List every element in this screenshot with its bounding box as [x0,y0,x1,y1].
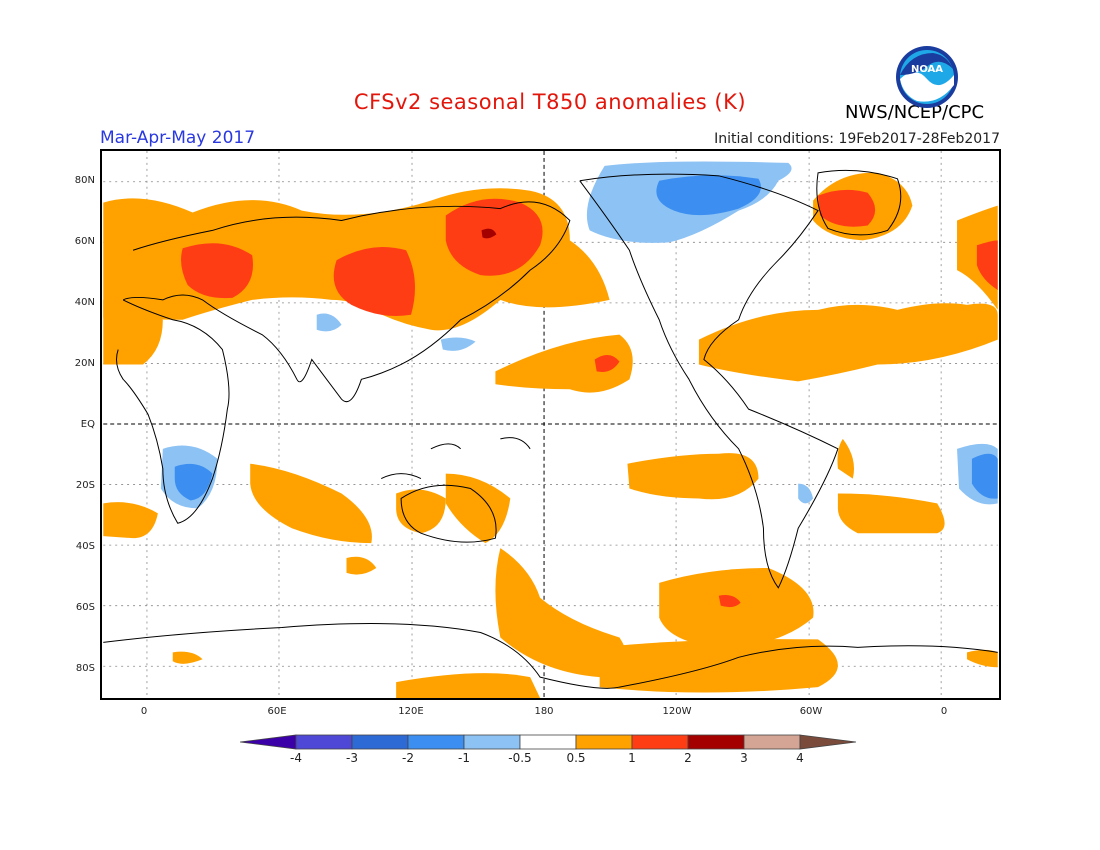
colorbar-tick-label: -4 [290,751,302,765]
season-label: Mar-Apr-May 2017 [100,128,256,148]
colorbar-bin [687,734,745,750]
colorbar-bin [295,734,353,750]
colorbar-bin [519,734,577,750]
lat-label-20s: 20S [75,480,95,491]
coastlines [103,169,998,689]
colorbar-tick-label: 0.5 [566,751,586,765]
colorbar-bin [631,734,689,750]
noaa-logo: NOAA [896,46,958,108]
colorbar-bin [407,734,465,750]
logo-text: NOAA [911,64,943,75]
lat-label-eq: EQ [80,419,95,430]
lat-label-20n: 20N [74,358,95,369]
anomaly-warm-0.5-1 [103,172,998,698]
lon-label-120w: 120W [662,706,692,717]
colorbar-tick-label: 3 [740,751,748,765]
colorbar-cells [240,734,857,750]
colorbar-tick-label: 2 [684,751,692,765]
anomaly-map [100,149,1001,700]
colorbar-tick-label: 4 [796,751,804,765]
colorbar-tick-label: 1 [628,751,636,765]
colorbar-tick-label: -2 [402,751,414,765]
colorbar-bin [743,734,801,750]
colorbar-bin [575,734,633,750]
anomaly-warm-1-2 [181,189,998,608]
lat-label-60n: 60N [74,236,95,247]
anomaly-warm-2-3 [481,228,497,239]
lon-label-0: 0 [140,706,148,717]
colorbar [240,734,857,750]
lat-label-40s: 40S [75,541,95,552]
lon-label-60w: 60W [799,706,823,717]
agency-label: NWS/NCEP/CPC [845,102,985,123]
colorbar-tick-label: -1 [458,751,470,765]
map-title: CFSv2 seasonal T850 anomalies (K) [353,90,747,114]
lon-label-60e: 60E [267,706,287,717]
colorbar-bin [240,734,297,750]
colorbar-bin [351,734,409,750]
lon-label-0-right: 0 [940,706,948,717]
lat-label-80n: 80N [74,175,95,186]
lat-label-60s: 60S [75,602,95,613]
lon-label-120e: 120E [398,706,424,717]
anomaly-cool-1-2 [174,175,998,501]
colorbar-tick-label: -3 [346,751,358,765]
colorbar-tick-label: -0.5 [508,751,532,765]
lat-label-40n: 40N [74,297,95,308]
colorbar-bin [799,734,857,750]
colorbar-bin [463,734,521,750]
lon-label-180: 180 [534,706,554,717]
lat-label-80s: 80S [75,663,95,674]
initial-conditions-label: Initial conditions: 19Feb2017-28Feb2017 [714,131,1000,147]
